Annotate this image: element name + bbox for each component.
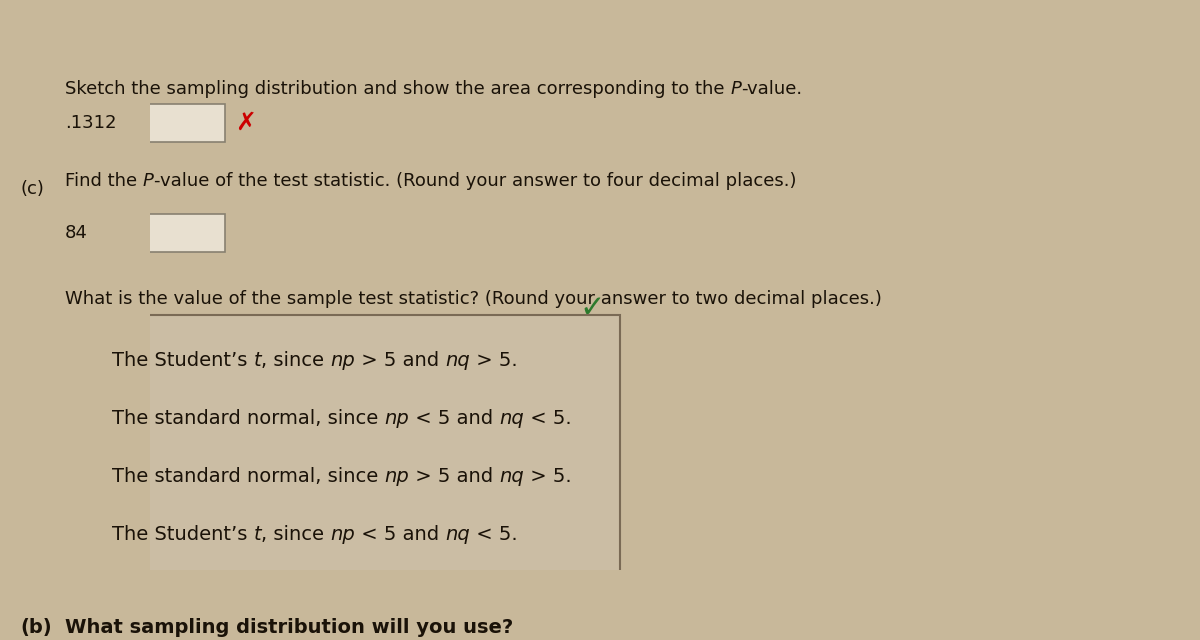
Text: -value.: -value.	[742, 80, 803, 98]
Text: What is the value of the sample test statistic? (Round your answer to two decima: What is the value of the sample test sta…	[65, 290, 882, 308]
Text: t: t	[253, 351, 262, 371]
Text: np: np	[330, 525, 355, 545]
Ellipse shape	[79, 350, 101, 372]
Text: np: np	[384, 467, 409, 486]
Text: Find the: Find the	[65, 172, 143, 190]
Text: The standard normal, since: The standard normal, since	[112, 467, 384, 486]
Text: The Student’s: The Student’s	[112, 525, 253, 545]
Text: What sampling distribution will you use?: What sampling distribution will you use?	[65, 618, 514, 637]
Text: ✓: ✓	[580, 294, 605, 323]
Text: > 5 and: > 5 and	[409, 467, 499, 486]
Text: 84: 84	[65, 224, 88, 242]
Ellipse shape	[79, 524, 101, 546]
Text: t: t	[253, 525, 262, 545]
Text: < 5 and: < 5 and	[409, 410, 499, 429]
Text: > 5.: > 5.	[470, 351, 518, 371]
Text: < 5 and: < 5 and	[355, 525, 445, 545]
Bar	[55, 104, 226, 142]
Text: , since: , since	[262, 525, 330, 545]
Text: P: P	[143, 172, 154, 190]
Text: < 5.: < 5.	[524, 410, 572, 429]
Ellipse shape	[83, 470, 97, 484]
Text: > 5 and: > 5 and	[355, 351, 445, 371]
Bar	[55, 315, 620, 590]
Text: (c): (c)	[20, 180, 44, 198]
Text: > 5.: > 5.	[524, 467, 572, 486]
Ellipse shape	[79, 408, 101, 430]
Text: , since: , since	[262, 351, 330, 371]
Text: The Student’s: The Student’s	[112, 351, 253, 371]
Text: nq: nq	[499, 410, 524, 429]
Text: np: np	[384, 410, 409, 429]
Text: ✗: ✗	[235, 111, 256, 135]
Bar	[55, 214, 226, 252]
Text: < 5.: < 5.	[470, 525, 518, 545]
Text: The standard normal, since: The standard normal, since	[112, 410, 384, 429]
Text: P: P	[731, 80, 742, 98]
Text: (b): (b)	[20, 618, 52, 637]
Text: .1312: .1312	[65, 114, 116, 132]
Text: np: np	[330, 351, 355, 371]
Text: Sketch the sampling distribution and show the area corresponding to the: Sketch the sampling distribution and sho…	[65, 80, 731, 98]
Text: nq: nq	[445, 351, 470, 371]
Ellipse shape	[79, 466, 101, 488]
Text: nq: nq	[445, 525, 470, 545]
Text: nq: nq	[499, 467, 524, 486]
Text: -value of the test statistic. (Round your answer to four decimal places.): -value of the test statistic. (Round you…	[154, 172, 797, 190]
